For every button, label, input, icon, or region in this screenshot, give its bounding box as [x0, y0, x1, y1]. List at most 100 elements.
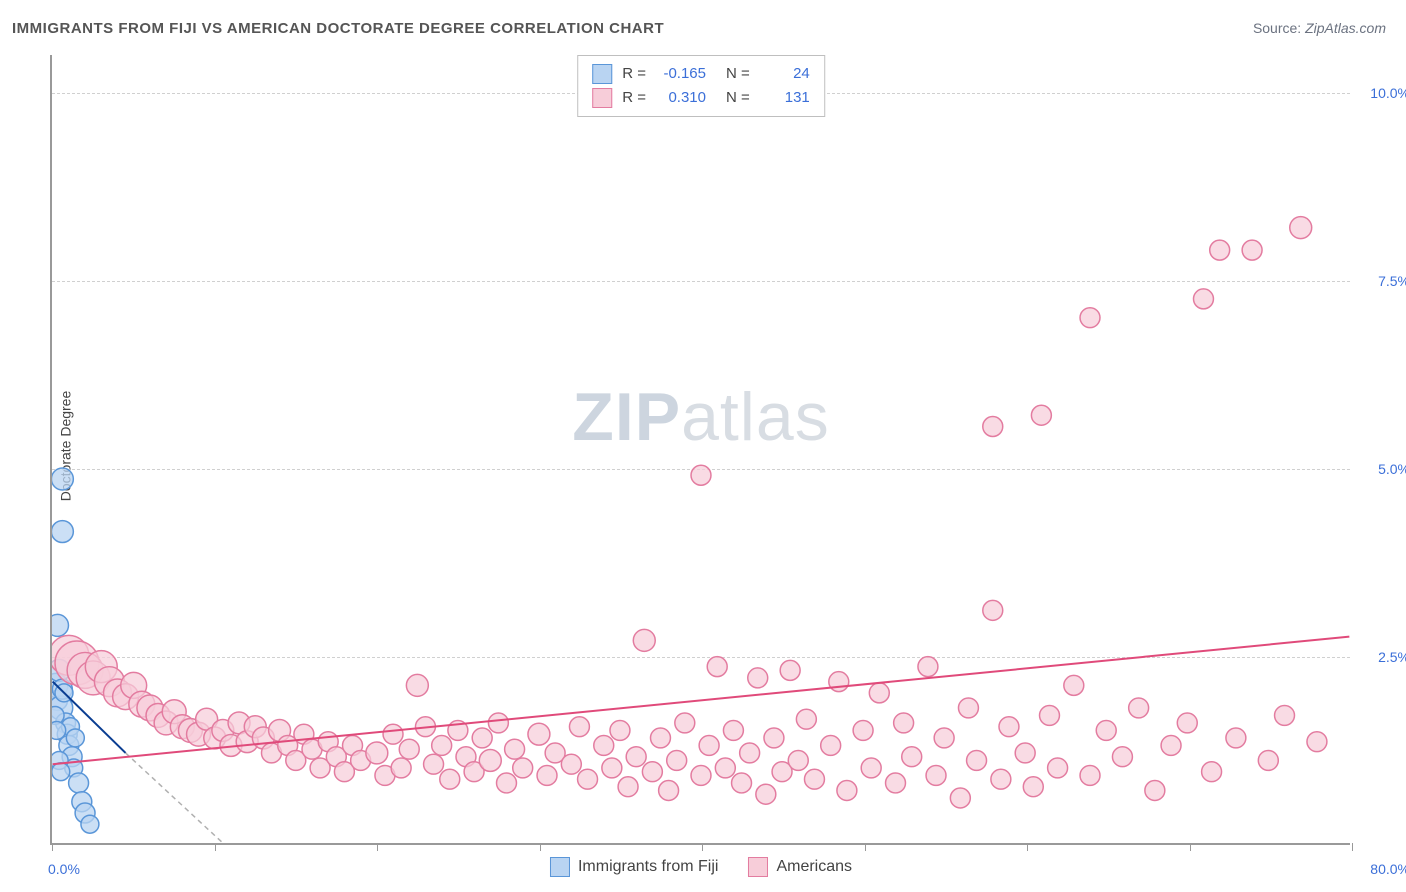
- scatter-point-fiji: [52, 468, 73, 490]
- scatter-point-americans: [1040, 705, 1060, 725]
- scatter-point-americans: [821, 735, 841, 755]
- source-value: ZipAtlas.com: [1305, 20, 1386, 36]
- x-tick: [215, 843, 216, 851]
- x-max-label: 80.0%: [1370, 861, 1406, 877]
- scatter-point-fiji: [81, 815, 99, 833]
- legend-n-label: N =: [726, 62, 750, 86]
- scatter-point-americans: [740, 743, 760, 763]
- scatter-point-americans: [967, 750, 987, 770]
- scatter-point-americans: [675, 713, 695, 733]
- scatter-point-americans: [1177, 713, 1197, 733]
- scatter-point-americans: [699, 735, 719, 755]
- trend-extrap-fiji: [126, 753, 223, 843]
- scatter-point-americans: [1096, 720, 1116, 740]
- legend-correlation-box: R = -0.165 N = 24 R = 0.310 N = 131: [577, 55, 825, 117]
- x-tick: [52, 843, 53, 851]
- scatter-point-americans: [926, 765, 946, 785]
- scatter-point-fiji: [52, 614, 68, 636]
- scatter-point-americans: [1210, 240, 1230, 260]
- scatter-point-americans: [723, 720, 743, 740]
- scatter-point-americans: [764, 728, 784, 748]
- scatter-point-americans: [399, 739, 419, 759]
- x-tick: [1027, 843, 1028, 851]
- scatter-point-americans: [642, 762, 662, 782]
- y-tick-label: 2.5%: [1378, 649, 1406, 665]
- legend-bottom: Immigrants from Fiji Americans: [550, 857, 852, 877]
- scatter-point-americans: [479, 749, 501, 771]
- scatter-point-fiji: [69, 773, 89, 793]
- scatter-point-americans: [1015, 743, 1035, 763]
- scatter-point-fiji: [52, 521, 73, 543]
- scatter-point-americans: [602, 758, 622, 778]
- legend-row-fiji: R = -0.165 N = 24: [592, 62, 810, 86]
- scatter-point-americans: [424, 754, 444, 774]
- legend-bottom-americans: Americans: [748, 857, 852, 877]
- x-tick: [702, 843, 703, 851]
- legend-row-americans: R = 0.310 N = 131: [592, 86, 810, 110]
- scatter-point-americans: [561, 754, 581, 774]
- scatter-point-fiji: [52, 763, 70, 781]
- scatter-point-americans: [1031, 405, 1051, 425]
- plot-svg: [52, 55, 1350, 843]
- scatter-point-americans: [505, 739, 525, 759]
- scatter-point-americans: [472, 728, 492, 748]
- scatter-point-americans: [837, 780, 857, 800]
- scatter-point-americans: [513, 758, 533, 778]
- scatter-point-americans: [861, 758, 881, 778]
- scatter-point-americans: [788, 750, 808, 770]
- scatter-point-americans: [732, 773, 752, 793]
- legend-n-americans: 131: [760, 86, 810, 110]
- scatter-point-americans: [991, 769, 1011, 789]
- scatter-point-americans: [1064, 675, 1084, 695]
- plot-area: ZIPatlas R = -0.165 N = 24 R = 0.310 N =…: [50, 55, 1350, 845]
- legend-bottom-fiji: Immigrants from Fiji: [550, 857, 718, 877]
- legend-r-label: R =: [622, 86, 646, 110]
- scatter-point-americans: [796, 709, 816, 729]
- scatter-point-americans: [983, 600, 1003, 620]
- scatter-point-americans: [715, 758, 735, 778]
- scatter-point-americans: [383, 724, 403, 744]
- scatter-point-americans: [780, 660, 800, 680]
- legend-bottom-label-fiji: Immigrants from Fiji: [578, 858, 718, 876]
- x-tick: [1190, 843, 1191, 851]
- scatter-point-americans: [748, 668, 768, 688]
- scatter-point-americans: [1161, 735, 1181, 755]
- scatter-point-americans: [1307, 732, 1327, 752]
- scatter-point-americans: [950, 788, 970, 808]
- scatter-point-americans: [594, 735, 614, 755]
- scatter-point-americans: [1023, 777, 1043, 797]
- x-tick: [1352, 843, 1353, 851]
- scatter-point-americans: [934, 728, 954, 748]
- scatter-point-americans: [497, 773, 517, 793]
- scatter-point-americans: [983, 417, 1003, 437]
- scatter-point-americans: [804, 769, 824, 789]
- scatter-point-fiji: [66, 729, 84, 747]
- scatter-point-americans: [1112, 747, 1132, 767]
- scatter-point-americans: [886, 773, 906, 793]
- scatter-point-americans: [440, 769, 460, 789]
- scatter-point-americans: [1129, 698, 1149, 718]
- scatter-point-americans: [366, 742, 388, 764]
- scatter-point-americans: [432, 735, 452, 755]
- scatter-point-americans: [1080, 765, 1100, 785]
- scatter-point-fiji: [52, 721, 66, 739]
- scatter-point-americans: [488, 713, 508, 733]
- scatter-point-americans: [659, 780, 679, 800]
- scatter-point-americans: [610, 720, 630, 740]
- y-tick-label: 7.5%: [1378, 273, 1406, 289]
- scatter-point-americans: [1290, 217, 1312, 239]
- scatter-point-americans: [707, 657, 727, 677]
- scatter-point-americans: [1275, 705, 1295, 725]
- legend-bottom-swatch-americans: [748, 857, 768, 877]
- legend-r-americans: 0.310: [656, 86, 706, 110]
- scatter-point-americans: [391, 758, 411, 778]
- scatter-point-americans: [528, 723, 550, 745]
- scatter-point-americans: [853, 720, 873, 740]
- legend-r-fiji: -0.165: [656, 62, 706, 86]
- legend-r-label: R =: [622, 62, 646, 86]
- scatter-point-americans: [902, 747, 922, 767]
- scatter-point-americans: [626, 747, 646, 767]
- legend-n-label: N =: [726, 86, 750, 110]
- legend-n-fiji: 24: [760, 62, 810, 86]
- scatter-point-americans: [756, 784, 776, 804]
